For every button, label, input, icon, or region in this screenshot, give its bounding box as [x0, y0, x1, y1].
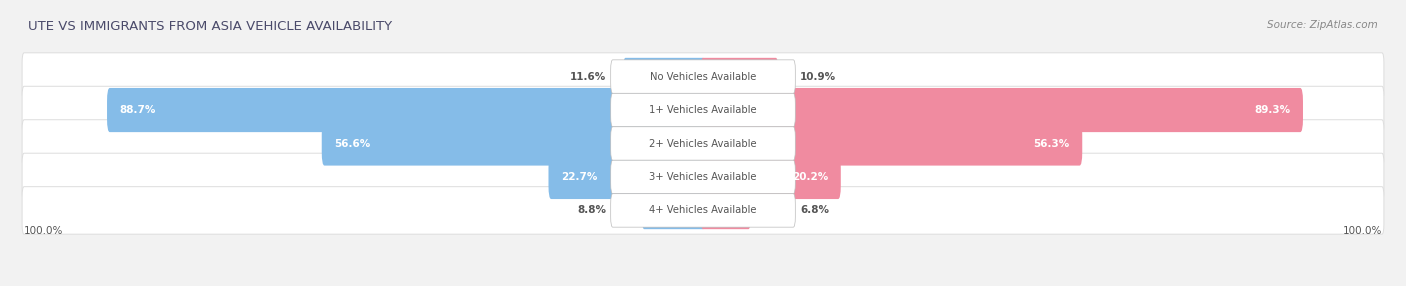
FancyBboxPatch shape: [700, 88, 1303, 132]
Text: UTE VS IMMIGRANTS FROM ASIA VEHICLE AVAILABILITY: UTE VS IMMIGRANTS FROM ASIA VEHICLE AVAI…: [28, 20, 392, 33]
FancyBboxPatch shape: [22, 53, 1384, 100]
Text: Source: ZipAtlas.com: Source: ZipAtlas.com: [1267, 20, 1378, 30]
FancyBboxPatch shape: [643, 192, 704, 229]
Text: 100.0%: 100.0%: [24, 226, 63, 236]
FancyBboxPatch shape: [623, 58, 704, 95]
FancyBboxPatch shape: [700, 122, 1083, 166]
FancyBboxPatch shape: [610, 127, 796, 160]
Text: 22.7%: 22.7%: [561, 172, 598, 182]
FancyBboxPatch shape: [610, 60, 796, 93]
Text: 4+ Vehicles Available: 4+ Vehicles Available: [650, 205, 756, 215]
FancyBboxPatch shape: [548, 155, 706, 199]
Text: 6.8%: 6.8%: [800, 205, 830, 215]
FancyBboxPatch shape: [702, 192, 751, 229]
Text: 88.7%: 88.7%: [120, 105, 156, 115]
FancyBboxPatch shape: [610, 93, 796, 127]
FancyBboxPatch shape: [702, 58, 778, 95]
FancyBboxPatch shape: [610, 160, 796, 194]
Text: 56.3%: 56.3%: [1033, 138, 1070, 148]
FancyBboxPatch shape: [107, 88, 706, 132]
Text: No Vehicles Available: No Vehicles Available: [650, 72, 756, 82]
FancyBboxPatch shape: [700, 155, 841, 199]
Text: 100.0%: 100.0%: [1343, 226, 1382, 236]
FancyBboxPatch shape: [22, 120, 1384, 167]
Text: 89.3%: 89.3%: [1254, 105, 1291, 115]
FancyBboxPatch shape: [322, 122, 706, 166]
Text: 2+ Vehicles Available: 2+ Vehicles Available: [650, 138, 756, 148]
Text: 20.2%: 20.2%: [792, 172, 828, 182]
Text: 11.6%: 11.6%: [569, 72, 606, 82]
FancyBboxPatch shape: [22, 187, 1384, 234]
FancyBboxPatch shape: [22, 153, 1384, 201]
Text: 8.8%: 8.8%: [576, 205, 606, 215]
FancyBboxPatch shape: [610, 194, 796, 227]
Text: 1+ Vehicles Available: 1+ Vehicles Available: [650, 105, 756, 115]
FancyBboxPatch shape: [22, 86, 1384, 134]
Text: 3+ Vehicles Available: 3+ Vehicles Available: [650, 172, 756, 182]
Text: 56.6%: 56.6%: [335, 138, 371, 148]
Text: 10.9%: 10.9%: [800, 72, 837, 82]
